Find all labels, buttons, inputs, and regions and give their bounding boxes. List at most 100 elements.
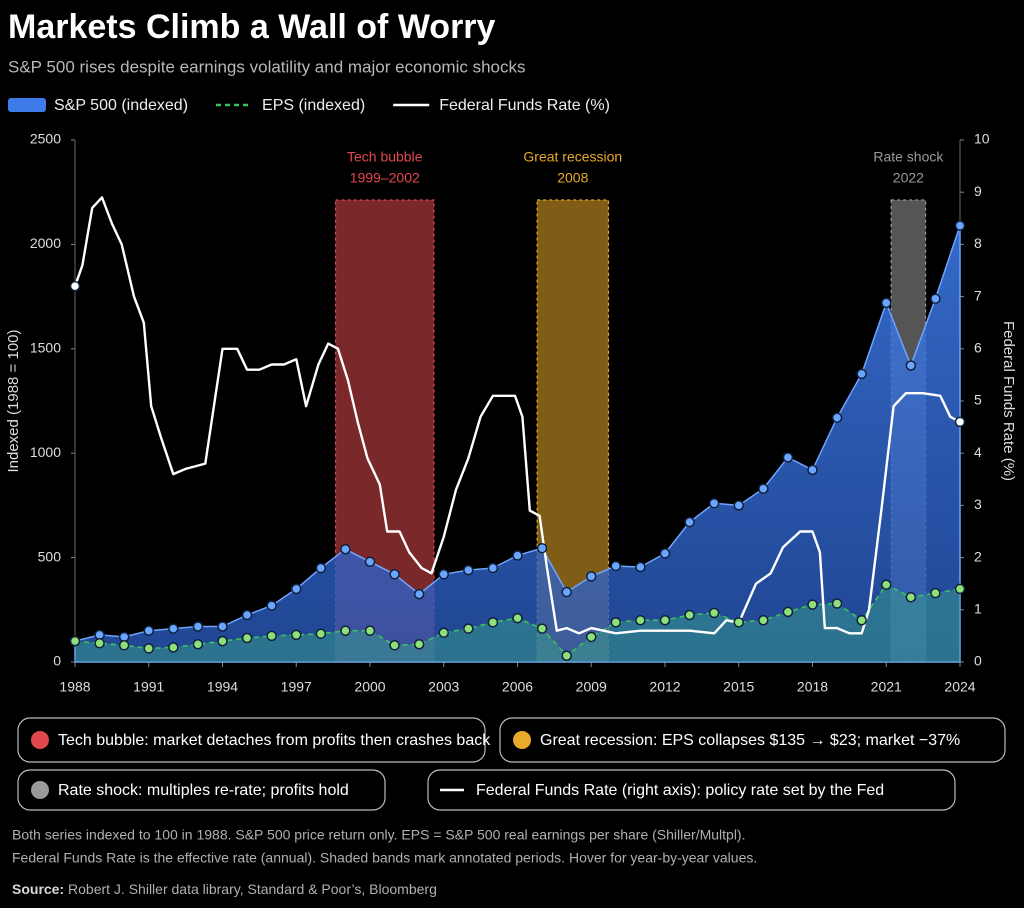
annotation-label: Tech bubble xyxy=(347,149,423,165)
y2-tick-label: 2 xyxy=(974,548,982,564)
data-point xyxy=(659,548,671,559)
data-point xyxy=(856,614,867,626)
data-point xyxy=(69,280,81,292)
data-point xyxy=(241,609,253,621)
x-tick-label: 2018 xyxy=(797,679,828,695)
data-point xyxy=(954,583,966,595)
data-point xyxy=(708,607,720,619)
source: Source: Robert J. Shiller data library, … xyxy=(12,881,437,897)
data-point xyxy=(143,625,154,636)
data-point xyxy=(168,623,179,634)
data-point xyxy=(561,586,572,598)
note: Federal Funds Rate is the effective rate… xyxy=(12,850,757,866)
y2-tick-label: 8 xyxy=(974,235,982,251)
x-tick-label: 2021 xyxy=(871,679,902,695)
data-point xyxy=(831,598,843,609)
data-point xyxy=(364,556,376,568)
callout-text: Rate shock: multiples re-rate; profits h… xyxy=(58,782,349,799)
annotation-label: 2022 xyxy=(893,170,924,186)
data-point xyxy=(192,621,204,632)
data-point xyxy=(758,483,769,494)
callout-text: Federal Funds Rate (right axis): policy … xyxy=(476,782,884,799)
data-point xyxy=(930,587,941,599)
chart-subtitle: S&P 500 rises despite earnings volatilit… xyxy=(8,57,526,76)
data-point xyxy=(438,569,449,580)
sp500-area xyxy=(74,225,961,663)
legend-label: EPS (indexed) xyxy=(262,97,365,114)
data-point xyxy=(659,614,671,626)
data-point xyxy=(315,562,327,574)
data-point xyxy=(340,625,351,636)
data-point xyxy=(782,452,794,463)
y2-tick-label: 3 xyxy=(974,496,982,512)
annotation-label: Great recession xyxy=(523,149,622,165)
x-tick-label: 2015 xyxy=(723,679,754,695)
x-tick-label: 2009 xyxy=(576,679,607,695)
data-point xyxy=(487,562,499,574)
data-point xyxy=(733,617,744,628)
x-tick-label: 2000 xyxy=(354,679,385,695)
y2-tick-label: 4 xyxy=(974,444,982,460)
data-point xyxy=(684,609,695,621)
data-point xyxy=(69,635,81,647)
data-point xyxy=(881,579,892,590)
data-point xyxy=(413,588,425,600)
y-tick-label: 1000 xyxy=(30,444,61,460)
legend-swatch xyxy=(8,98,46,112)
data-point xyxy=(143,643,154,654)
y2-tick-label: 0 xyxy=(974,653,982,669)
annotation-label: Rate shock xyxy=(873,149,944,165)
callout-box xyxy=(17,769,386,811)
data-point xyxy=(512,550,523,561)
data-point xyxy=(708,498,720,509)
y2-axis-label: Federal Funds Rate (%) xyxy=(1000,321,1017,481)
data-point xyxy=(94,637,105,649)
data-point xyxy=(881,297,892,309)
data-point xyxy=(168,642,179,653)
y-tick-label: 2500 xyxy=(30,131,61,147)
data-point xyxy=(487,617,499,628)
callout-text: Tech bubble: market detaches from profit… xyxy=(58,732,491,749)
data-point xyxy=(610,617,622,628)
data-point xyxy=(340,543,351,555)
legend-label: Federal Funds Rate (%) xyxy=(439,97,610,114)
data-point xyxy=(118,640,130,651)
y2-tick-label: 5 xyxy=(974,392,982,408)
data-point xyxy=(389,640,400,651)
data-point xyxy=(807,464,818,476)
legend: S&P 500 (indexed) EPS (indexed) Federal Fu… xyxy=(8,97,610,114)
data-point xyxy=(291,629,302,641)
y2-tick-label: 10 xyxy=(974,131,990,147)
source-text: Robert J. Shiller data library, Standard… xyxy=(68,881,437,897)
data-point xyxy=(807,599,818,610)
data-point xyxy=(438,627,449,639)
callouts: Tech bubble: market detaches from profit… xyxy=(17,717,1006,811)
note: Both series indexed to 100 in 1988. S&P … xyxy=(12,827,745,843)
annotation-label: 1999–2002 xyxy=(350,170,420,186)
data-point xyxy=(389,569,400,580)
y-tick-label: 1500 xyxy=(30,340,61,356)
callout-marker xyxy=(31,781,49,799)
y-tick-label: 0 xyxy=(53,653,61,669)
data-point xyxy=(561,650,572,661)
x-tick-label: 1988 xyxy=(59,679,90,695)
x-tick-label: 2006 xyxy=(502,679,533,695)
y2-tick-label: 9 xyxy=(974,183,982,199)
data-point xyxy=(315,628,327,640)
x-tick-label: 2012 xyxy=(649,679,680,695)
callout-text: Great recession: EPS collapses $135 → $2… xyxy=(540,732,960,749)
data-point xyxy=(463,564,474,576)
data-point xyxy=(782,606,794,618)
callout-marker xyxy=(31,731,49,749)
x-tick-label: 2003 xyxy=(428,679,459,695)
callout-marker xyxy=(513,731,531,749)
data-point xyxy=(635,614,646,626)
fed-funds-line xyxy=(73,196,961,635)
annotation-label: 2008 xyxy=(557,170,588,186)
source-label: Source: xyxy=(12,881,64,897)
data-point xyxy=(217,621,228,632)
y2-tick-label: 7 xyxy=(974,287,982,303)
callout-box xyxy=(427,769,956,811)
data-point xyxy=(364,625,376,636)
